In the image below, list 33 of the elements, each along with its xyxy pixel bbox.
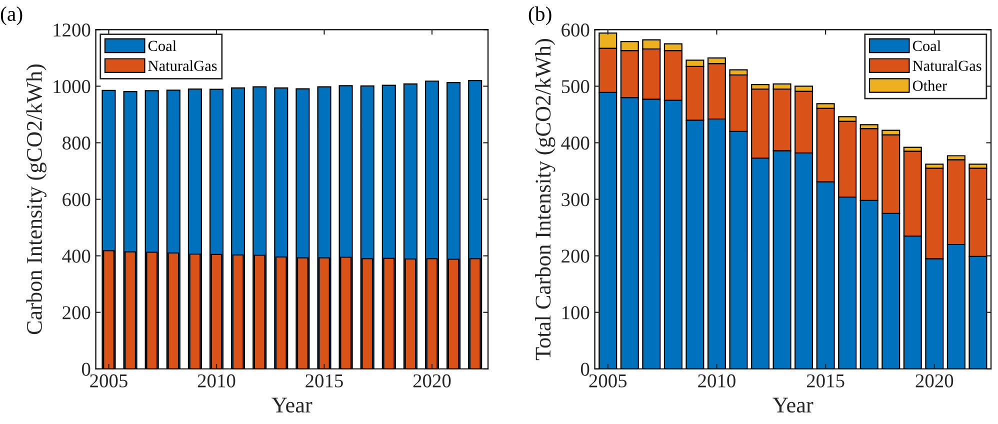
x-tick-label: 2020: [916, 374, 954, 388]
x-tick-label: 2020: [413, 374, 451, 388]
y-tick-label: 1000: [54, 80, 90, 94]
y-tick-label: 800: [62, 136, 90, 150]
y-tick-label: 200: [562, 250, 590, 263]
x-tick-label: 2010: [698, 374, 736, 388]
x-axis-title: Year: [272, 398, 312, 413]
y-tick-label: 1200: [54, 23, 90, 37]
y-tick-label: 400: [561, 136, 590, 150]
x-tick-label: 2015: [806, 374, 844, 388]
y-tick-label: 600: [62, 193, 90, 206]
y-tick-label: 400: [62, 250, 90, 263]
x-axis-title: Year: [772, 398, 814, 413]
legend-label: NaturalGas: [148, 60, 217, 71]
y-tick-label: 200: [62, 306, 90, 320]
y-axis-title: Carbon Intensity (gCO2/kWh): [26, 64, 46, 334]
y-tick-label: 100: [562, 306, 590, 320]
legend-label: Other: [912, 80, 947, 91]
legend-label: Coal: [912, 40, 941, 52]
text: (b): [528, 6, 552, 26]
y-tick-label: 0: [580, 362, 590, 376]
x-tick-label: 2010: [198, 374, 236, 388]
y-tick-label: 0: [82, 362, 90, 376]
x-tick-label: 2005: [90, 374, 128, 388]
y-axis-title: Total Carbon Intensity (gCO2/kWh): [535, 39, 556, 360]
x-tick-label: 2005: [589, 374, 627, 388]
legend-label: NaturalGas: [912, 60, 982, 71]
text: (a): [0, 6, 22, 26]
legend-label: Coal: [148, 40, 176, 52]
y-tick-label: 300: [562, 193, 590, 206]
y-tick-label: 600: [562, 23, 590, 37]
x-tick-label: 2015: [306, 374, 343, 388]
y-tick-label: 500: [562, 80, 590, 94]
